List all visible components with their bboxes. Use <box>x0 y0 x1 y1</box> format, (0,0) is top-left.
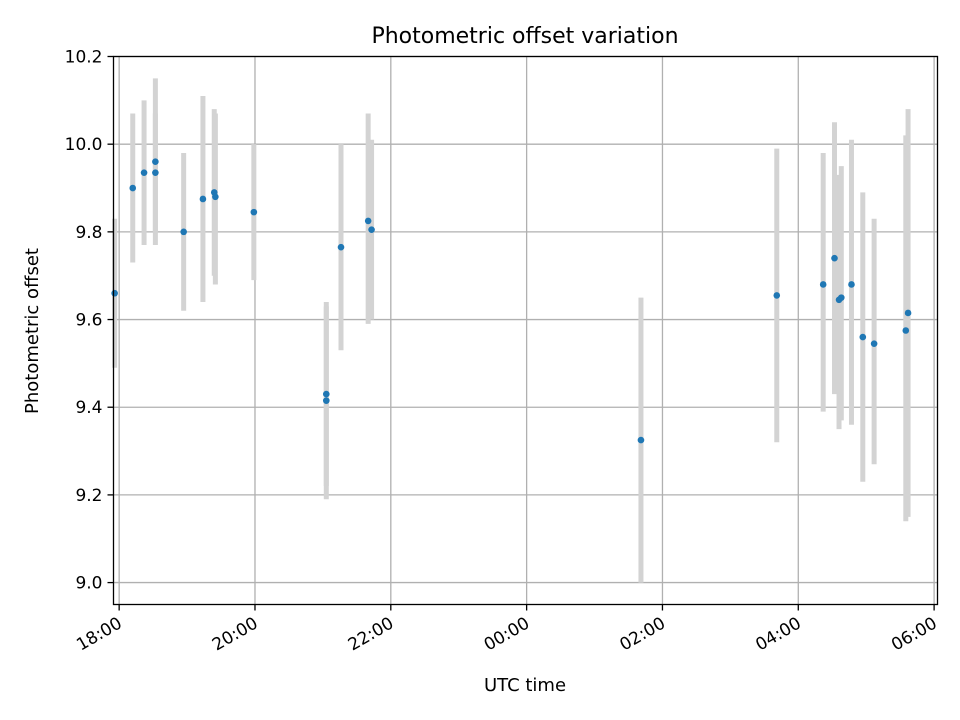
data-point <box>140 169 148 176</box>
y-tick-label: 9.2 <box>75 486 102 506</box>
data-point <box>364 217 372 225</box>
data-points <box>111 158 912 444</box>
plot-frame <box>112 55 939 606</box>
data-point <box>322 390 330 398</box>
y-tick-label: 9.0 <box>75 574 102 594</box>
data-point <box>212 193 219 201</box>
data-point <box>859 333 867 341</box>
data-point <box>152 158 159 166</box>
data-point <box>637 436 645 444</box>
data-point <box>129 184 137 192</box>
x-axis-label: UTC time <box>484 675 566 696</box>
data-point <box>152 169 159 176</box>
data-point <box>322 397 330 404</box>
data-point <box>831 254 838 262</box>
chart-title: Photometric offset variation <box>371 24 678 49</box>
data-point <box>250 208 258 216</box>
y-tick-label: 9.6 <box>75 311 102 331</box>
y-axis-label: Photometric offset <box>22 248 43 414</box>
y-tick-label: 9.8 <box>75 223 102 243</box>
data-point <box>870 340 878 347</box>
data-point <box>199 195 207 203</box>
y-tick-label: 9.4 <box>75 398 102 418</box>
data-point <box>848 281 855 288</box>
data-point <box>819 281 827 288</box>
data-point <box>368 226 375 233</box>
y-tick-label: 10.0 <box>65 135 103 155</box>
data-point <box>180 228 187 236</box>
data-point <box>902 327 910 334</box>
data-point <box>904 309 912 317</box>
y-tick-label: 10.2 <box>65 48 103 68</box>
data-point <box>111 289 118 297</box>
data-point <box>837 294 845 301</box>
data-point <box>337 243 345 251</box>
y-axis-ticks: 9.0 9.2 9.4 9.6 9.8 10.0 10.2 <box>65 48 114 594</box>
data-point <box>773 292 781 299</box>
